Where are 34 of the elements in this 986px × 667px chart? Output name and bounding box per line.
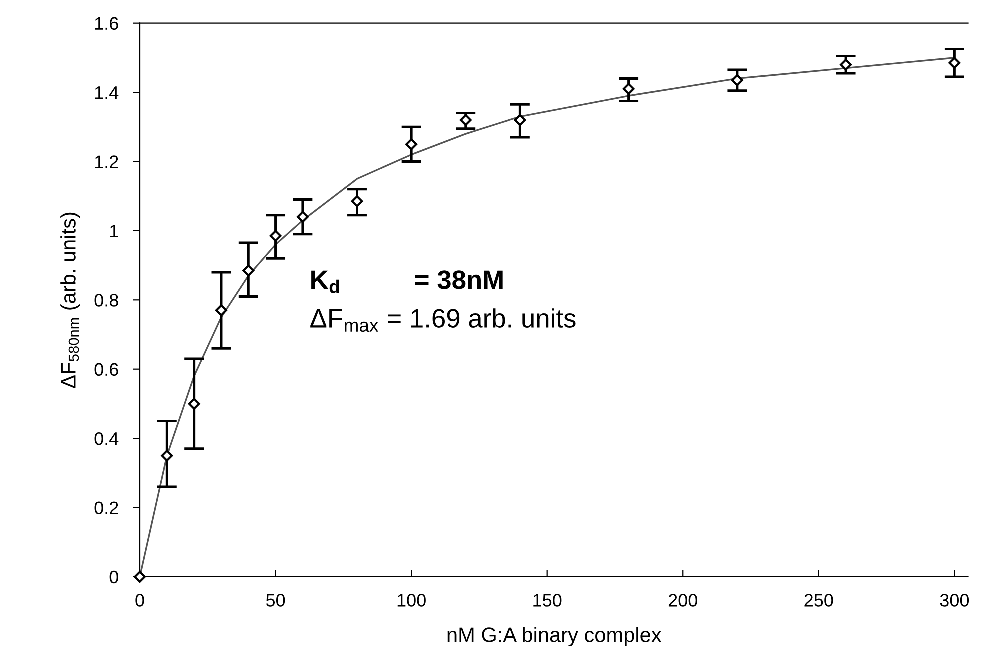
point: [460, 114, 472, 126]
y-axis-title: ΔF$_{580nm}$ (arb. units): [60, 212, 80, 388]
x-tick-label: 200: [668, 594, 698, 607]
point: [270, 230, 282, 242]
point: [296, 211, 309, 224]
y-tick-label: 1.4: [95, 86, 119, 100]
point: [622, 83, 635, 96]
point: [351, 196, 364, 208]
y-tick-label: 0.6: [94, 363, 118, 376]
point: [840, 58, 852, 71]
y-tick-label: 0.8: [94, 294, 118, 307]
point: [406, 138, 418, 150]
x-tick-label: 0: [136, 594, 144, 607]
x-tick-label: 150: [534, 594, 562, 607]
point: [514, 114, 526, 126]
y-tick-label: 0.2: [94, 502, 118, 514]
y-tick-label: 1: [110, 225, 118, 238]
point: [216, 304, 228, 316]
text: K$_{d}$ = 38nM: [312, 270, 503, 294]
point: [161, 450, 174, 462]
x-tick-label: 100: [398, 594, 426, 607]
annotation: ΔF$_{max}$ = 1.69 arb. units: [310, 308, 576, 332]
x-axis-title: nM G:A binary complex: [448, 627, 662, 647]
point: [731, 74, 744, 86]
y-tick-label: 1.6: [95, 17, 118, 30]
y-tick-label: 0.4: [94, 432, 119, 446]
y-tick-label: 1.2: [95, 156, 118, 168]
point: [188, 398, 200, 410]
point: [948, 57, 961, 70]
y-tick-label: 0: [110, 570, 118, 584]
x-tick-label: 250: [804, 594, 834, 607]
x-tick-label: 50: [266, 594, 286, 607]
x-tick-label: 300: [940, 594, 970, 607]
point: [242, 264, 255, 277]
